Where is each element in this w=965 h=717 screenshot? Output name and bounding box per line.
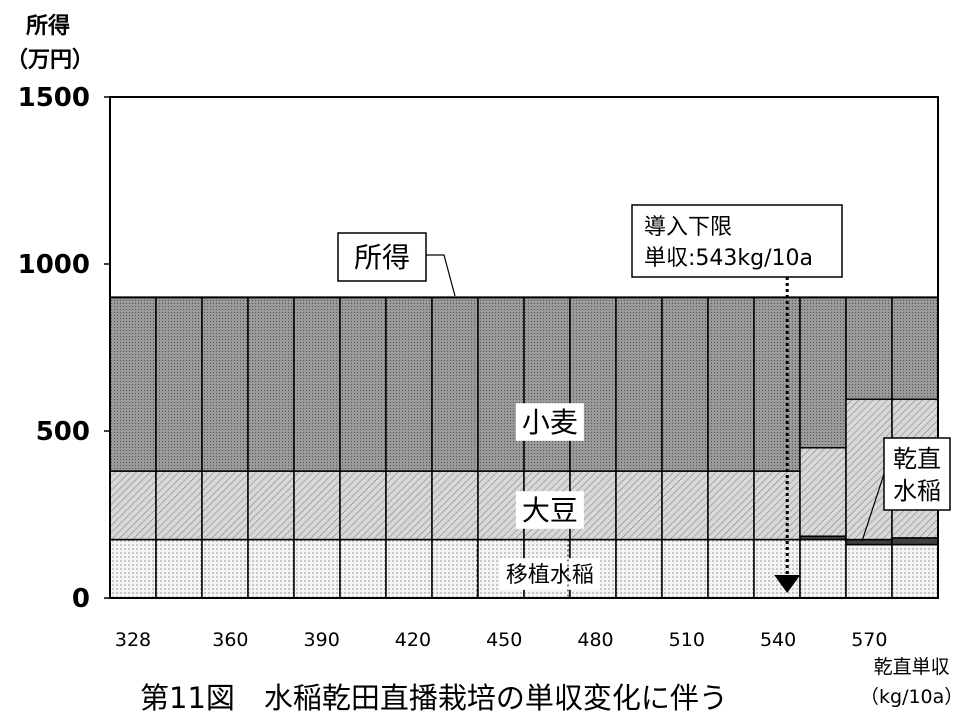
bar-segment-soy — [615, 470, 663, 541]
bar-segment-transplant — [109, 538, 157, 599]
plot-frame — [109, 96, 939, 599]
bar-segment-transplant — [845, 543, 893, 599]
x-tick-label: 540 — [760, 629, 796, 651]
x-tick-label: 510 — [669, 629, 705, 651]
bar-segment-transplant — [339, 538, 387, 599]
bar-segment-direct — [845, 538, 893, 546]
direct-leader — [861, 473, 885, 542]
bar-segment-soy — [799, 446, 847, 537]
bar-segment-wheat — [753, 296, 801, 472]
bar-segment-wheat — [569, 296, 617, 472]
bar-segment-soy — [753, 470, 801, 541]
threshold-annotation-box — [631, 204, 843, 278]
bar-segment-soy — [201, 470, 249, 541]
bar-segment-transplant — [247, 538, 295, 599]
soy-label-bg — [515, 491, 584, 529]
bar-segment-soy — [431, 470, 479, 541]
figure-caption: 第11図 水稲乾田直播栽培の単収変化に伴う — [140, 681, 728, 715]
bar-segment-wheat — [799, 296, 847, 449]
bar-segment-transplant — [615, 538, 663, 599]
income-label-box — [337, 232, 427, 282]
bar-segment-direct — [891, 537, 939, 546]
bar-segment-transplant — [707, 538, 755, 599]
bar-segment-transplant — [753, 538, 801, 599]
x-axis-title-line1: 乾直単収 — [873, 656, 950, 678]
soy-label: 大豆 — [522, 494, 578, 527]
threshold-annotation-line1: 導入下限 — [644, 215, 732, 240]
bar-segment-soy — [293, 470, 341, 541]
bar-segment-wheat — [385, 296, 433, 472]
bar-segment-wheat — [247, 296, 295, 472]
y-axis-unit: （万円） — [6, 48, 95, 73]
y-axis-title: 所得 — [26, 14, 71, 39]
bar-segment-soy — [661, 470, 709, 541]
bar-segment-transplant — [661, 538, 709, 599]
transplant-label: 移植水稲 — [506, 563, 594, 588]
bar-segment-soy — [247, 470, 295, 541]
direct-label-line2: 水稲 — [893, 477, 941, 505]
bar-segment-wheat — [523, 296, 571, 472]
bar-segment-transplant — [155, 538, 203, 599]
bar-segment-wheat — [201, 296, 249, 472]
bar-segment-wheat — [109, 296, 157, 472]
bar-segment-wheat — [845, 296, 893, 401]
bar-segment-transplant — [385, 538, 433, 599]
x-axis-unit: （kg/10a） — [860, 686, 964, 708]
bar-segment-transplant — [891, 543, 939, 599]
wheat-label: 小麦 — [522, 406, 578, 439]
bar-segment-soy — [385, 470, 433, 541]
y-tick-label: 1500 — [18, 83, 90, 113]
x-axis-title: 乾直単収 （kg/10a） — [860, 652, 963, 712]
x-tick-label: 420 — [395, 629, 431, 651]
wheat-label-bg — [515, 403, 584, 441]
bar-segment-soy — [339, 470, 387, 541]
transplant-label-bg — [499, 558, 600, 590]
direct-label-line1: 乾直 — [893, 445, 941, 473]
bar-segment-wheat — [339, 296, 387, 472]
bar-segment-wheat — [891, 296, 939, 401]
bar-segment-transplant — [293, 538, 341, 599]
bar-segment-wheat — [155, 296, 203, 472]
bar-segment-soy — [155, 470, 203, 541]
x-tick-label: 360 — [212, 629, 248, 651]
x-tick-label: 480 — [577, 629, 613, 651]
bar-segment-wheat — [661, 296, 709, 472]
x-tick-label: 570 — [851, 629, 887, 651]
bar-segment-transplant — [431, 538, 479, 599]
bar-segment-wheat — [477, 296, 525, 472]
direct-label-box — [883, 437, 951, 511]
threshold-annotation-line2: 単収:543kg/10a — [644, 246, 813, 271]
bar-segment-wheat — [431, 296, 479, 472]
y-tick-label: 1000 — [18, 250, 90, 280]
x-tick-label: 390 — [304, 629, 340, 651]
bar-segment-wheat — [293, 296, 341, 472]
income-label: 所得 — [354, 241, 410, 274]
bar-segment-soy — [707, 470, 755, 541]
bar-segment-wheat — [615, 296, 663, 472]
y-tick-label: 500 — [36, 417, 90, 447]
bar-segment-wheat — [707, 296, 755, 472]
income-leader — [426, 254, 456, 297]
x-tick-label: 328 — [115, 629, 151, 651]
bar-segment-transplant — [799, 538, 847, 599]
x-tick-label: 450 — [486, 629, 522, 651]
bar-segment-soy — [109, 470, 157, 541]
threshold-arrow-head — [774, 575, 801, 593]
y-tick-label: 0 — [72, 584, 90, 614]
bar-segment-transplant — [201, 538, 249, 599]
